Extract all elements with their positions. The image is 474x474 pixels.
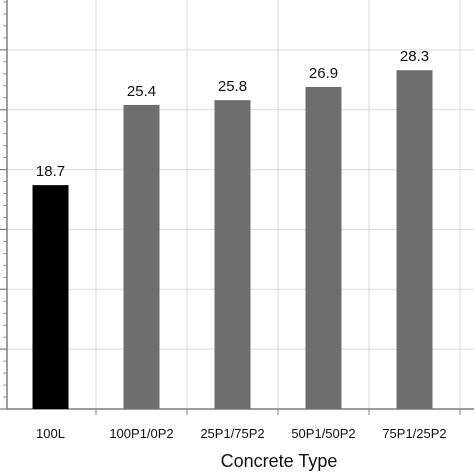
bar-3	[305, 86, 342, 410]
value-label-0: 18.7	[36, 163, 65, 180]
value-label-3: 26.9	[309, 65, 338, 82]
x-tick-label-0: 100L	[36, 426, 65, 441]
bar-2	[214, 100, 251, 409]
x-tick-label-2: 25P1/75P2	[200, 426, 264, 441]
bar-4	[396, 70, 433, 410]
x-tick-label-4: 75P1/25P2	[382, 426, 446, 441]
bars	[32, 70, 433, 410]
x-axis-title: Concrete Type	[221, 451, 338, 471]
value-label-4: 28.3	[400, 48, 429, 65]
x-tick-label-1: 100P1/0P2	[109, 426, 173, 441]
x-tick-labels: 100L 100P1/0P2 25P1/75P2 50P1/50P2 75P1/25P2…	[36, 426, 447, 441]
x-tick-label-3: 50P1/50P2	[291, 426, 355, 441]
value-label-1: 25.4	[127, 83, 156, 100]
bar-0	[32, 185, 69, 409]
value-label-2: 25.8	[218, 78, 247, 95]
bar-1	[123, 104, 160, 409]
value-labels: 18.7 25.4 25.8 26.9 28.3	[36, 48, 429, 180]
